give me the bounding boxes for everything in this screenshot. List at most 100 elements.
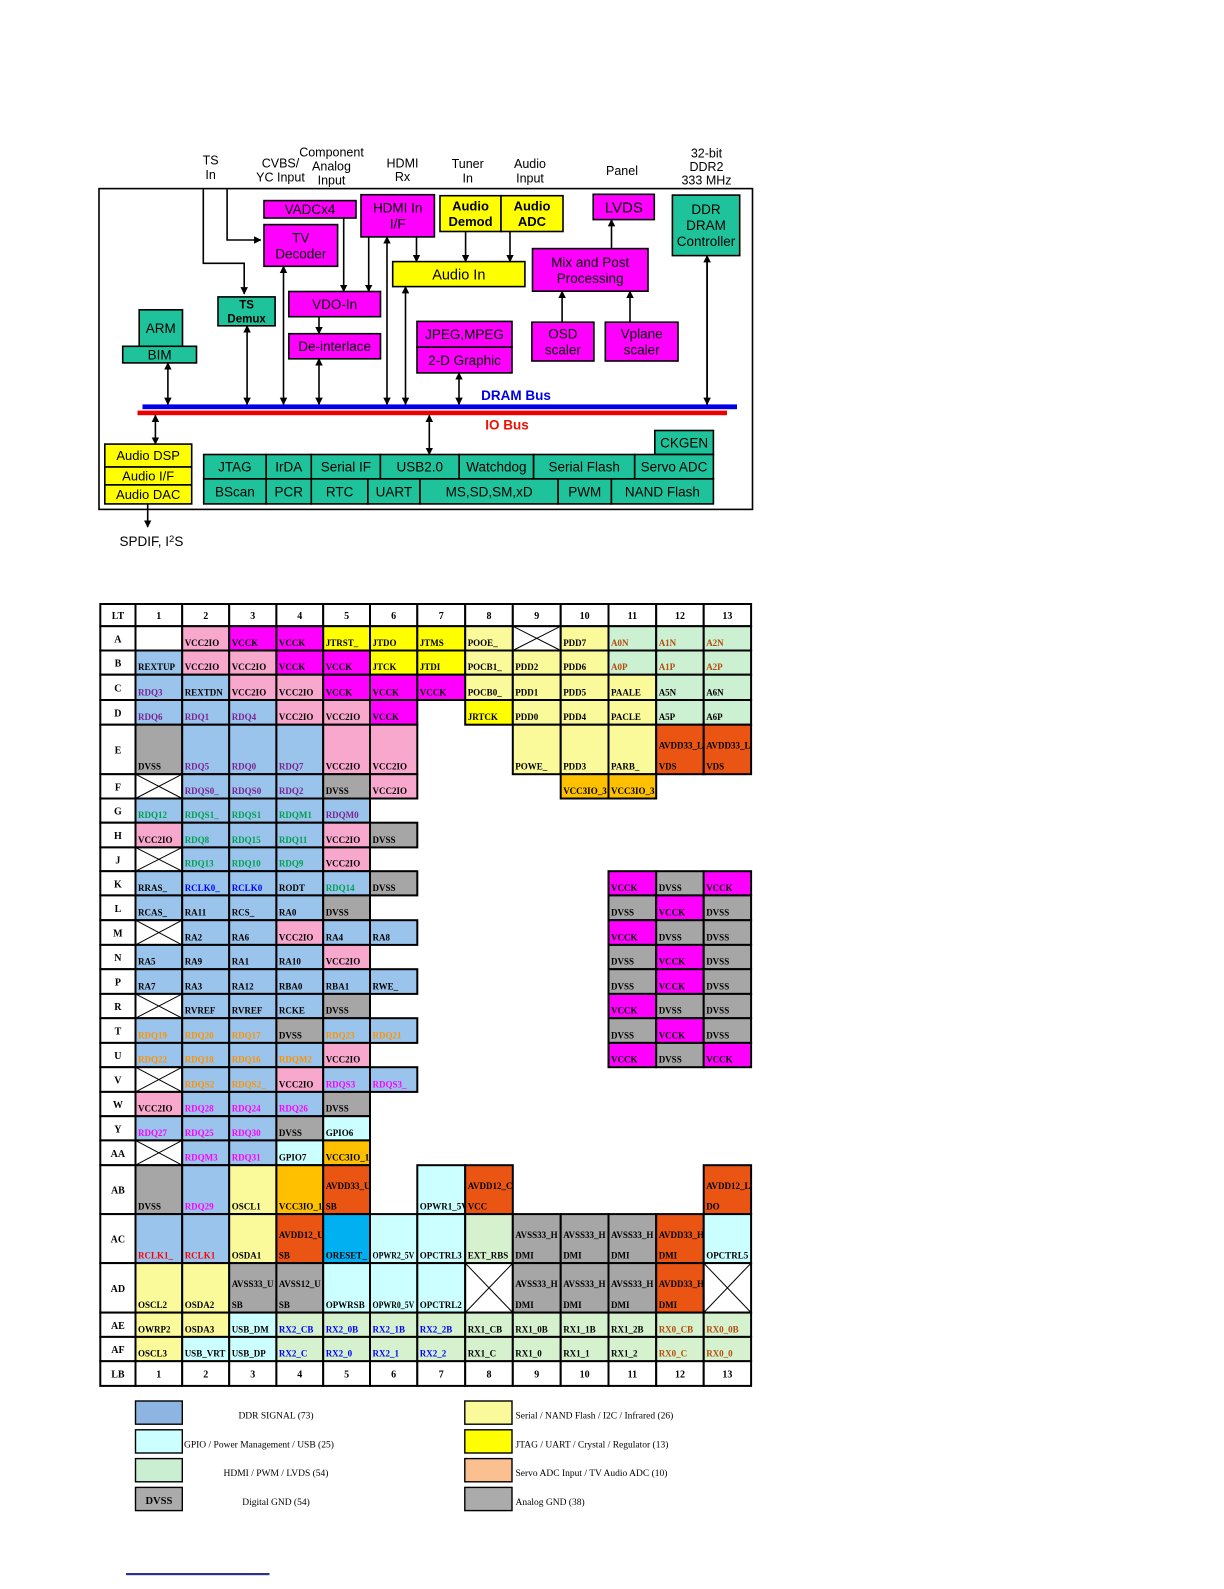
svg-text:RDQS1: RDQS1 (232, 810, 262, 820)
svg-text:RDQ0: RDQ0 (232, 762, 257, 772)
svg-text:PDD3: PDD3 (563, 762, 586, 772)
svg-text:RBA1: RBA1 (326, 981, 350, 991)
svg-text:VDO-In: VDO-In (312, 297, 357, 312)
svg-text:RDQS3: RDQS3 (326, 1079, 356, 1089)
svg-text:AVSS12_U: AVSS12_U (279, 1279, 321, 1289)
svg-text:RVREF: RVREF (232, 1006, 263, 1016)
svg-text:DMI: DMI (659, 1251, 678, 1261)
svg-text:Watchdog: Watchdog (466, 460, 526, 475)
svg-text:RDQ18: RDQ18 (185, 1055, 214, 1065)
svg-text:R: R (114, 1002, 122, 1013)
svg-text:13: 13 (722, 611, 732, 622)
svg-text:2: 2 (203, 611, 208, 622)
svg-text:JTMS: JTMS (420, 638, 444, 648)
svg-text:K: K (114, 879, 122, 890)
svg-text:AVDD33_H: AVDD33_H (659, 1279, 704, 1289)
svg-text:5: 5 (344, 611, 349, 622)
svg-text:RX1_CB: RX1_CB (468, 1324, 503, 1334)
svg-text:VCCK: VCCK (706, 1055, 733, 1065)
svg-text:333 MHz: 333 MHz (681, 174, 731, 188)
svg-text:DVSS: DVSS (659, 1006, 682, 1016)
svg-text:VCC: VCC (468, 1202, 488, 1212)
svg-text:POCB1_: POCB1_ (468, 662, 503, 672)
svg-text:BScan: BScan (215, 484, 255, 499)
svg-text:RA4: RA4 (326, 932, 344, 942)
svg-text:AA: AA (111, 1149, 126, 1160)
svg-text:DVSS: DVSS (611, 957, 634, 967)
svg-text:SB: SB (232, 1300, 243, 1310)
svg-text:VCC2IO: VCC2IO (326, 762, 361, 772)
svg-text:RA8: RA8 (373, 932, 391, 942)
svg-text:DMI: DMI (611, 1251, 630, 1261)
svg-text:Analog GND (38): Analog GND (38) (516, 1497, 585, 1508)
svg-text:RX2_CB: RX2_CB (279, 1324, 314, 1334)
svg-text:VCC2IO: VCC2IO (373, 786, 408, 796)
svg-text:RX1_2: RX1_2 (611, 1349, 638, 1359)
svg-text:VCCK: VCCK (611, 932, 638, 942)
svg-text:VCC3IO_3: VCC3IO_3 (611, 786, 655, 796)
svg-text:DVSS: DVSS (611, 1030, 634, 1040)
svg-text:VCCK: VCCK (373, 688, 400, 698)
svg-text:12: 12 (675, 1370, 685, 1381)
svg-text:9: 9 (534, 611, 539, 622)
svg-text:DMI: DMI (515, 1300, 534, 1310)
svg-text:RX2_1B: RX2_1B (373, 1324, 406, 1334)
svg-text:RDQ6: RDQ6 (138, 712, 163, 722)
svg-text:DVSS: DVSS (145, 1496, 172, 1507)
svg-text:SB: SB (279, 1300, 290, 1310)
svg-text:VDS: VDS (659, 762, 677, 772)
svg-text:RDQ24: RDQ24 (232, 1104, 261, 1114)
svg-text:SB: SB (279, 1251, 290, 1261)
svg-text:AC: AC (111, 1235, 125, 1246)
svg-text:RDQM2: RDQM2 (279, 1055, 312, 1065)
svg-text:RWE_: RWE_ (373, 981, 399, 991)
svg-text:RCLK0: RCLK0 (232, 883, 263, 893)
svg-text:A1N: A1N (659, 638, 677, 648)
svg-text:RX1_2B: RX1_2B (611, 1324, 644, 1334)
svg-text:DVSS: DVSS (706, 981, 729, 991)
svg-text:A0P: A0P (611, 662, 628, 672)
svg-text:RX1_0: RX1_0 (515, 1349, 542, 1359)
svg-text:VCC2IO: VCC2IO (279, 688, 314, 698)
svg-text:A6P: A6P (706, 712, 723, 722)
svg-text:DVSS: DVSS (373, 835, 396, 845)
svg-text:VCC2IO: VCC2IO (279, 932, 314, 942)
svg-text:REXTDN: REXTDN (185, 688, 224, 698)
svg-text:DVSS: DVSS (279, 1030, 302, 1040)
svg-text:RA7: RA7 (138, 981, 156, 991)
svg-text:RX1_0B: RX1_0B (515, 1324, 548, 1334)
svg-text:JPEG,MPEG: JPEG,MPEG (425, 327, 504, 342)
svg-text:Input: Input (318, 174, 346, 188)
svg-text:RX2_C: RX2_C (279, 1349, 308, 1359)
svg-text:RA0: RA0 (279, 908, 297, 918)
svg-text:scaler: scaler (624, 343, 661, 358)
svg-text:A5P: A5P (659, 712, 676, 722)
svg-text:AVSS33_H: AVSS33_H (515, 1230, 557, 1240)
svg-text:AVSS33_U: AVSS33_U (232, 1279, 274, 1289)
svg-text:6: 6 (391, 611, 396, 622)
svg-text:VCC2IO: VCC2IO (279, 712, 314, 722)
svg-text:RDQ2: RDQ2 (279, 786, 304, 796)
svg-text:VDS: VDS (706, 762, 724, 772)
svg-text:VCCK: VCCK (611, 1006, 638, 1016)
svg-text:E: E (115, 746, 122, 757)
svg-text:OSCL2: OSCL2 (138, 1300, 168, 1310)
svg-text:U: U (114, 1051, 121, 1062)
svg-text:4: 4 (297, 1370, 302, 1381)
svg-text:VCCK: VCCK (420, 688, 447, 698)
svg-text:DVSS: DVSS (326, 786, 349, 796)
svg-text:OSCL1: OSCL1 (232, 1202, 262, 1212)
svg-text:DMI: DMI (659, 1300, 678, 1310)
svg-text:RRAS_: RRAS_ (138, 883, 168, 893)
svg-text:Audio I/F: Audio I/F (122, 469, 174, 484)
svg-text:VCC2IO: VCC2IO (232, 662, 267, 672)
svg-text:RBA0: RBA0 (279, 981, 303, 991)
svg-text:JTAG: JTAG (218, 460, 252, 475)
svg-text:SPDIF, I2S: SPDIF, I2S (120, 534, 184, 549)
svg-text:OPCTRL2: OPCTRL2 (420, 1300, 463, 1310)
svg-text:C: C (114, 683, 121, 694)
svg-text:VCCK: VCCK (373, 712, 400, 722)
svg-text:LT: LT (112, 611, 125, 622)
svg-text:De-interlace: De-interlace (298, 339, 371, 354)
svg-text:VCCK: VCCK (326, 688, 353, 698)
